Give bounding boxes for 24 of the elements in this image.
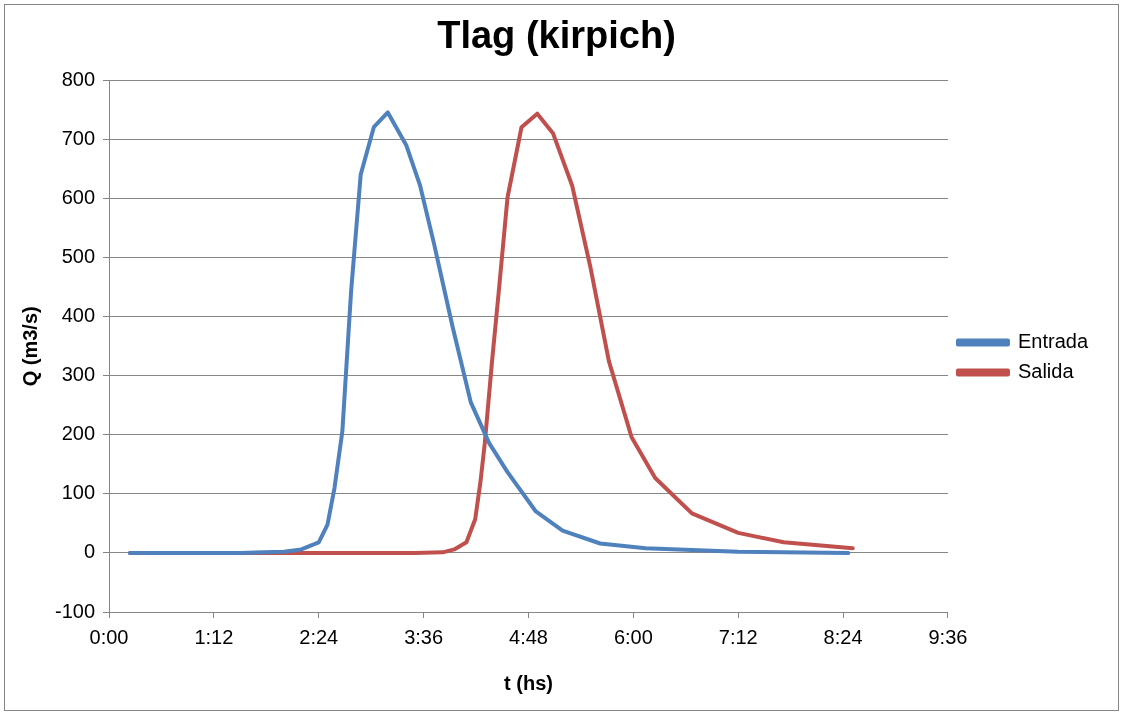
y-tick-label: 400 [61,304,96,327]
x-tick-label: 4:48 [509,625,548,648]
x-tick-label: 3:36 [404,625,444,648]
x-tick-label: 2:24 [299,625,339,648]
x-tick-label: 7:12 [718,625,758,648]
y-tick-label: 0 [83,540,96,563]
y-tick-label: -100 [55,599,96,622]
x-axis-title: t (hs) [504,671,553,694]
y-tick-label: 800 [61,68,96,91]
legend-label: Entrada [1017,330,1089,353]
x-tick-label: 9:36 [928,625,968,648]
y-tick-label: 700 [61,127,96,150]
y-tick-label: 600 [61,186,96,209]
y-tick-label: 300 [61,363,96,386]
x-tick-label: 8:24 [823,625,863,648]
x-tick-label: 0:00 [89,625,129,648]
chart-title: Tlag (kirpich) [437,14,676,57]
y-tick-label: 200 [61,422,96,445]
x-tick-label: 6:00 [613,625,653,648]
legend-label: Salida [1017,360,1075,383]
y-axis-title: Q (m3/s) [18,306,41,387]
y-tick-label: 500 [61,245,96,268]
x-tick-label: 1:12 [194,625,234,648]
y-tick-label: 100 [61,481,96,504]
